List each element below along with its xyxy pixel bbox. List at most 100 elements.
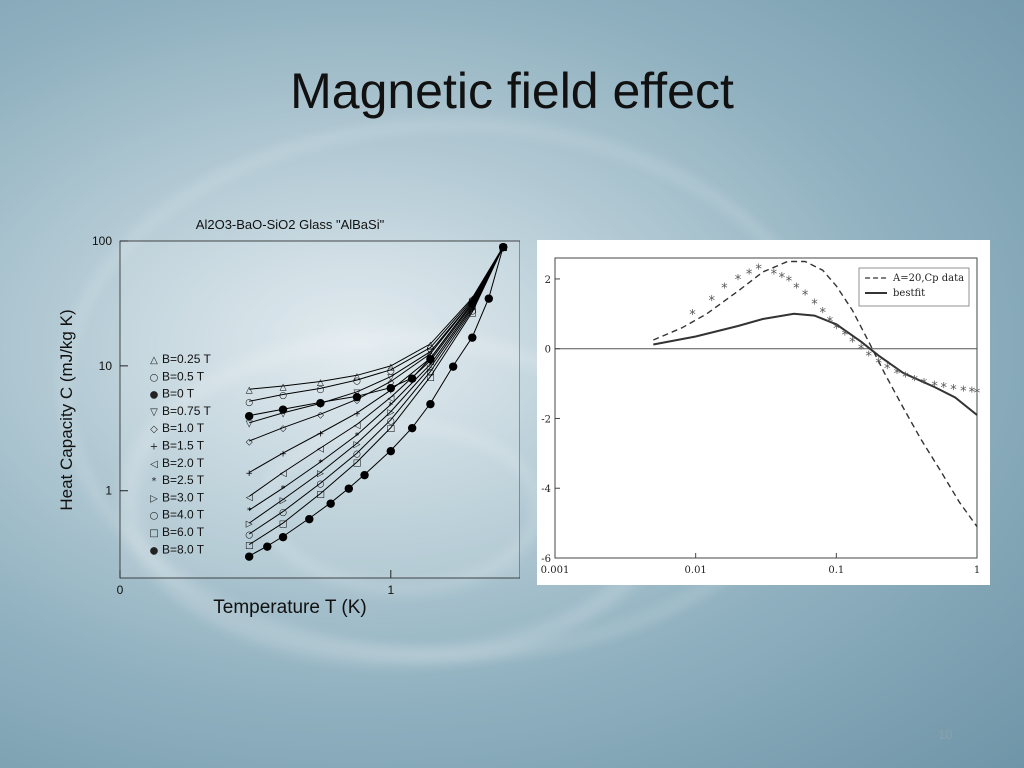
data-point: ● <box>278 403 288 416</box>
data-point: ○ <box>387 416 395 426</box>
data-point: ▷ <box>427 364 434 374</box>
legend-label: B=3.0 T <box>162 490 205 504</box>
fit-curve <box>248 246 504 546</box>
dashed-series-line <box>653 260 978 528</box>
data-point: ◁ <box>427 357 434 367</box>
data-point-star: * <box>819 306 826 321</box>
data-point-star: * <box>689 308 696 323</box>
data-point: * <box>389 401 394 411</box>
y-tick-label: -2 <box>541 414 551 425</box>
data-point: ● <box>407 421 417 434</box>
data-point-star: * <box>827 315 834 330</box>
data-point-star: * <box>940 381 947 396</box>
data-point: ○ <box>245 398 253 408</box>
data-point: ▷ <box>387 408 394 418</box>
data-point-star: * <box>802 289 809 304</box>
data-point: ○ <box>353 377 361 387</box>
data-point: ○ <box>353 450 361 460</box>
data-point: ● <box>326 496 336 509</box>
legend-marker: ● <box>150 545 159 556</box>
chart-title: Al2O3-BaO-SiO2 Glass "AlBaSi" <box>196 217 385 232</box>
data-point: + <box>353 409 361 419</box>
data-point: ○ <box>245 531 253 541</box>
data-point: ● <box>244 550 254 563</box>
data-point: + <box>427 355 435 365</box>
data-point: ● <box>316 396 326 409</box>
data-point: ○ <box>426 368 434 378</box>
data-point: ◁ <box>387 394 394 404</box>
data-point: ● <box>344 482 354 495</box>
data-point: ◁ <box>280 469 287 479</box>
x-tick-label: 0.1 <box>828 565 844 576</box>
data-point: □ <box>245 541 254 551</box>
data-point-star: * <box>902 371 909 386</box>
x-tick-label: 0.001 <box>541 565 570 576</box>
data-point-star: * <box>771 268 778 283</box>
data-point: ● <box>484 291 494 304</box>
legend-label: B=2.0 T <box>162 456 205 470</box>
data-point-star: * <box>969 385 976 400</box>
legend-label: B=1.0 T <box>162 421 205 435</box>
legend-marker: ● <box>150 390 159 401</box>
legend-label: B=0 T <box>162 387 195 401</box>
data-point: ● <box>498 240 508 253</box>
data-point-star: * <box>849 336 856 351</box>
legend-label: B=0.25 T <box>162 352 211 366</box>
legend-label: B=4.0 T <box>162 508 205 522</box>
y-tick-label: 10 <box>99 359 113 373</box>
data-point-star: * <box>974 386 981 401</box>
data-point: □ <box>387 424 396 434</box>
data-point: □ <box>353 458 362 468</box>
data-point-star: * <box>746 268 753 283</box>
legend-marker: ○ <box>150 511 159 522</box>
data-point: ◁ <box>317 444 324 454</box>
legend-marker: * <box>152 476 157 487</box>
data-point-star: * <box>779 271 786 286</box>
y-tick-label: 1 <box>105 484 112 498</box>
data-point: ● <box>386 381 396 394</box>
data-point-star: * <box>755 262 762 277</box>
data-point: ○ <box>426 344 434 354</box>
data-point: ▷ <box>280 496 287 506</box>
data-point: * <box>501 243 506 253</box>
legend-marker: ○ <box>150 372 159 383</box>
legend-label: B=1.5 T <box>162 439 205 453</box>
fit-curve <box>249 246 504 402</box>
legend-label: A=20,Cp data <box>892 273 964 284</box>
data-point: * <box>318 458 323 468</box>
data-point-star: * <box>811 297 818 312</box>
x-tick-label: 1 <box>974 565 980 576</box>
data-point: ● <box>244 409 254 422</box>
fit-curve <box>248 246 504 535</box>
data-point: ▷ <box>246 520 253 530</box>
data-point: * <box>428 361 433 371</box>
data-point-star: * <box>735 273 742 288</box>
data-point: * <box>355 431 360 441</box>
data-point: ▽ <box>280 409 287 419</box>
data-point: ▷ <box>354 440 361 450</box>
data-point-star: * <box>894 367 901 382</box>
data-point-star: * <box>833 322 840 337</box>
data-point: ● <box>426 397 436 410</box>
data-point: ● <box>352 390 362 403</box>
data-point: ○ <box>317 480 325 490</box>
fit-curve <box>248 246 504 511</box>
data-point: ◁ <box>246 493 253 503</box>
y-tick-label: -6 <box>541 554 551 565</box>
data-point: ● <box>448 359 458 372</box>
legend-marker: ◇ <box>150 424 158 435</box>
data-point: ● <box>386 444 396 457</box>
data-point: ◇ <box>427 350 434 360</box>
data-point: △ <box>354 372 361 382</box>
data-point: △ <box>427 340 434 350</box>
data-point: ◇ <box>354 396 361 406</box>
legend-label: B=2.5 T <box>162 473 205 487</box>
legend-marker: □ <box>149 528 158 539</box>
data-point: + <box>387 387 395 397</box>
data-point: ● <box>468 331 478 344</box>
data-point-star: * <box>793 282 800 297</box>
data-point: ▷ <box>317 469 324 479</box>
data-point: □ <box>426 373 435 383</box>
fit-curve <box>248 246 504 524</box>
legend-marker: + <box>150 442 158 453</box>
